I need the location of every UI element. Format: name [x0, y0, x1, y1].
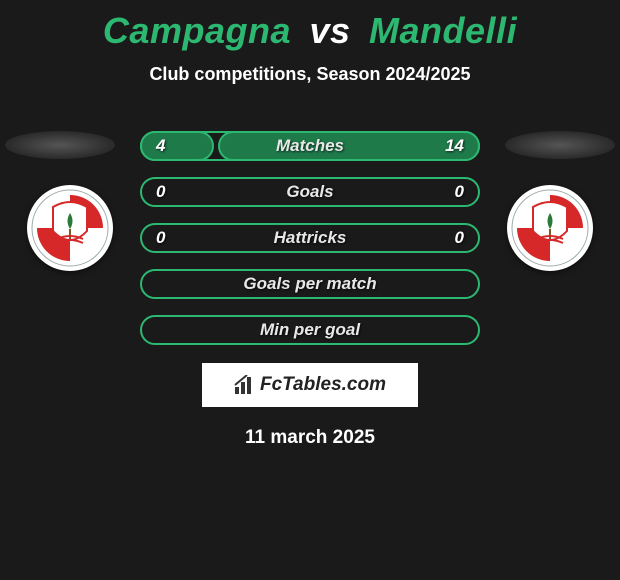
- stat-left-value: 0: [156, 228, 165, 248]
- brand-text: FcTables.com: [260, 374, 386, 396]
- stat-row: Min per goal: [140, 315, 480, 345]
- stat-label: Goals: [142, 182, 478, 202]
- vs-text: vs: [309, 10, 350, 51]
- bar-chart-icon: [234, 375, 256, 395]
- brand-attribution: FcTables.com: [202, 363, 418, 407]
- shadow-right: [505, 131, 615, 159]
- player-b-name: Mandelli: [369, 10, 517, 51]
- club-badge-right: [507, 185, 593, 271]
- page-title: Campagna vs Mandelli: [0, 0, 620, 52]
- stat-right-value: 0: [455, 182, 464, 202]
- player-a-name: Campagna: [103, 10, 291, 51]
- stat-row: 0Goals0: [140, 177, 480, 207]
- shadow-left: [5, 131, 115, 159]
- shield-icon: [31, 189, 109, 267]
- stat-right-value: 14: [445, 136, 464, 156]
- club-badge-left: [27, 185, 113, 271]
- shield-icon: [511, 189, 589, 267]
- stats-table: 4Matches140Goals00Hattricks0Goals per ma…: [140, 131, 480, 361]
- stat-row: 4Matches14: [140, 131, 480, 161]
- stat-label: Matches: [142, 136, 478, 156]
- subtitle: Club competitions, Season 2024/2025: [0, 64, 620, 85]
- stat-label: Min per goal: [142, 320, 478, 340]
- stat-label: Goals per match: [142, 274, 478, 294]
- date-text: 11 march 2025: [0, 427, 620, 449]
- stat-row: 0Hattricks0: [140, 223, 480, 253]
- stat-row: Goals per match: [140, 269, 480, 299]
- stat-left-value: 4: [156, 136, 165, 156]
- stat-right-value: 0: [455, 228, 464, 248]
- stat-label: Hattricks: [142, 228, 478, 248]
- stat-left-value: 0: [156, 182, 165, 202]
- comparison-panel: 4Matches140Goals00Hattricks0Goals per ma…: [0, 113, 620, 453]
